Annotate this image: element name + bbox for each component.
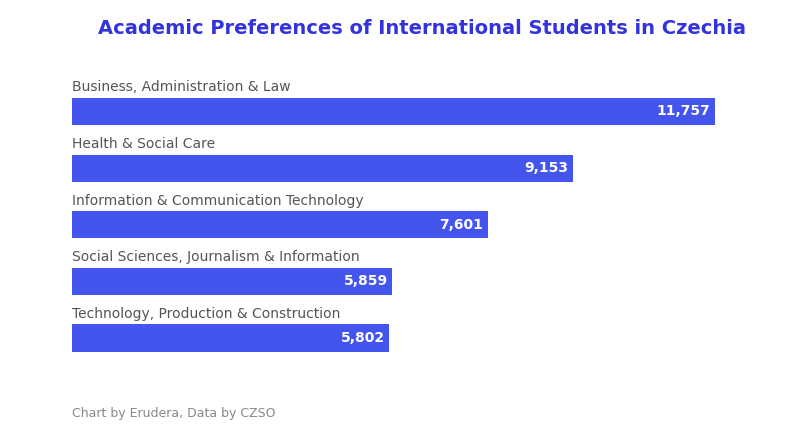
Text: 5,859: 5,859 bbox=[344, 274, 388, 288]
Text: Business, Administration & Law: Business, Administration & Law bbox=[72, 81, 291, 95]
Text: Social Sciences, Journalism & Information: Social Sciences, Journalism & Informatio… bbox=[72, 251, 359, 265]
Text: Health & Social Care: Health & Social Care bbox=[72, 137, 215, 151]
Text: 11,757: 11,757 bbox=[657, 104, 711, 118]
Text: 9,153: 9,153 bbox=[524, 161, 568, 175]
Text: 5,802: 5,802 bbox=[341, 331, 384, 345]
Title: Academic Preferences of International Students in Czechia: Academic Preferences of International St… bbox=[98, 19, 746, 38]
Text: Chart by Erudera, Data by CZSO: Chart by Erudera, Data by CZSO bbox=[72, 407, 275, 420]
Bar bbox=[72, 211, 488, 238]
Bar bbox=[72, 98, 715, 125]
Bar bbox=[72, 154, 572, 182]
Text: Technology, Production & Construction: Technology, Production & Construction bbox=[72, 307, 340, 321]
Bar bbox=[72, 324, 389, 351]
Text: 7,601: 7,601 bbox=[439, 218, 483, 232]
Text: Information & Communication Technology: Information & Communication Technology bbox=[72, 194, 363, 208]
Bar bbox=[72, 268, 392, 295]
